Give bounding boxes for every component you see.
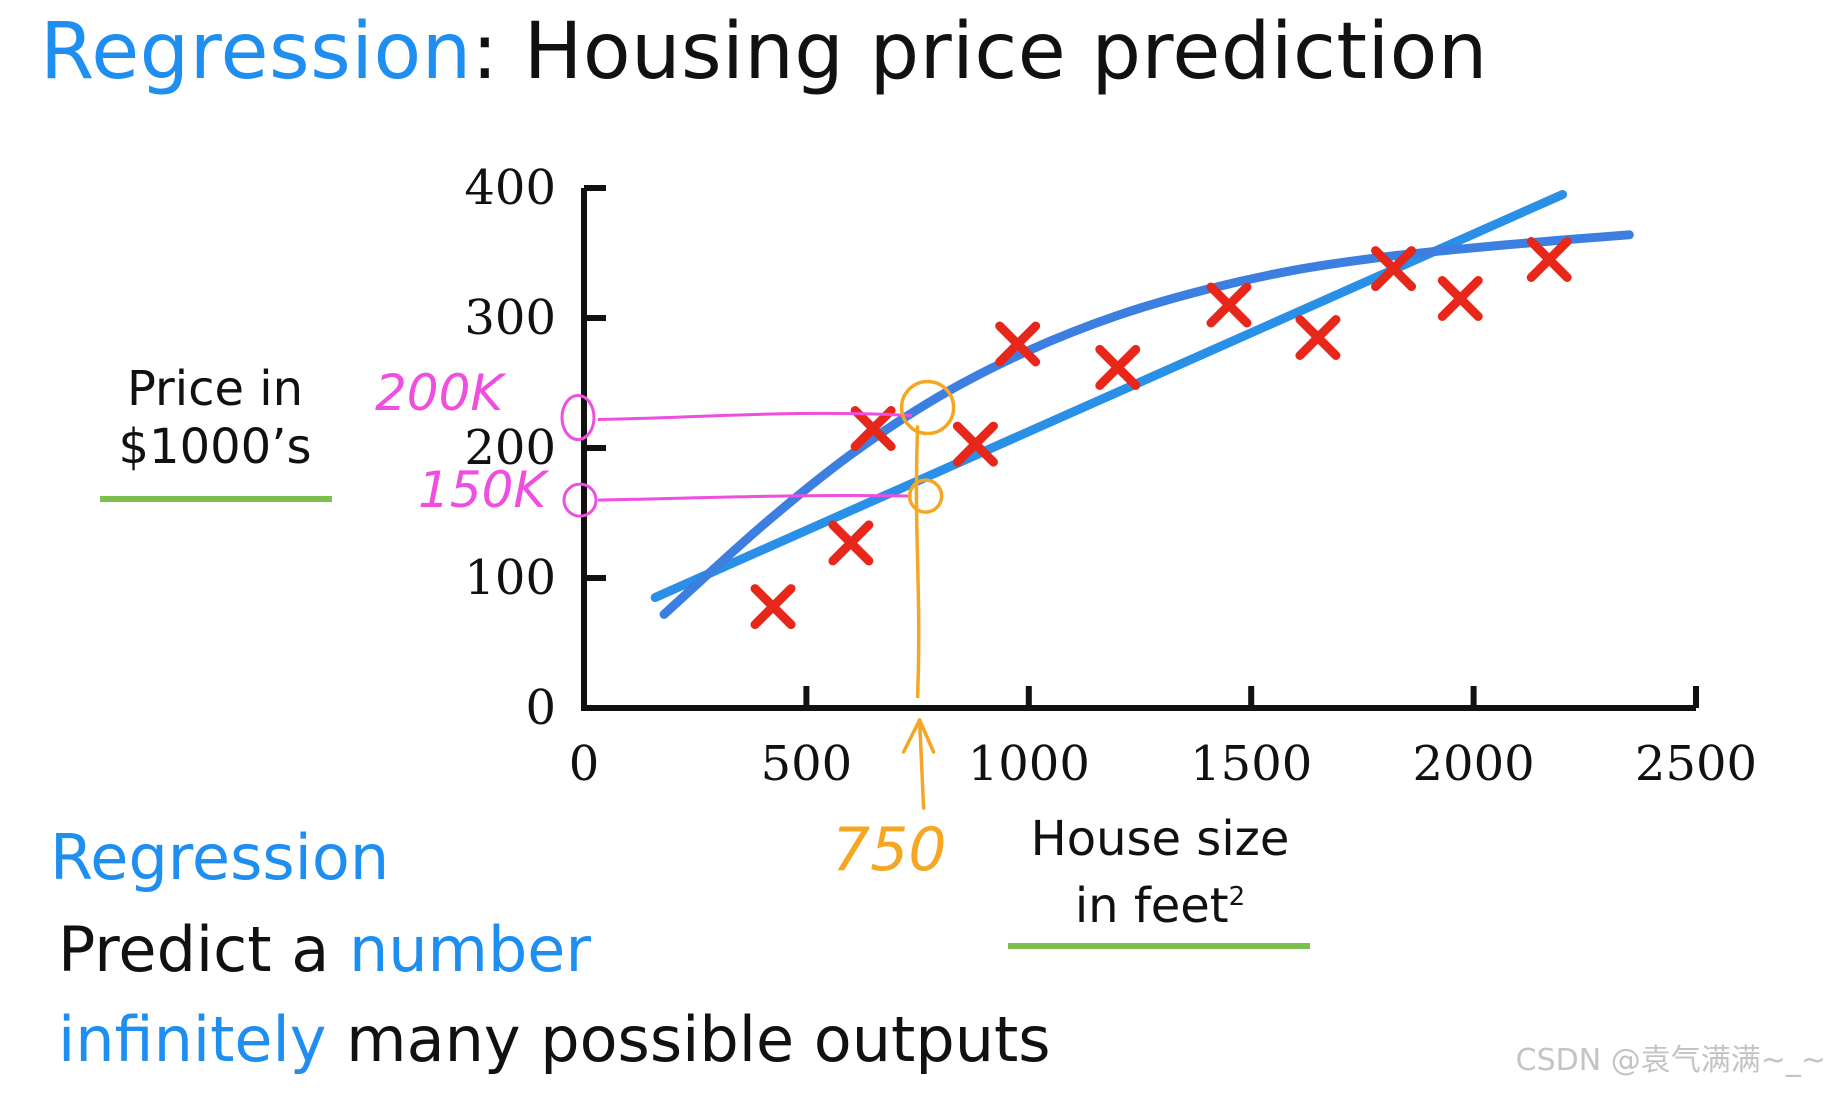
data-point-3 bbox=[850, 406, 896, 451]
pink-guide-150k bbox=[597, 494, 912, 502]
x-axis-label-sup: 2 bbox=[1228, 882, 1246, 912]
data-point-11 bbox=[1526, 237, 1572, 282]
x-axis-label: House size in feet2 bbox=[1010, 810, 1310, 935]
data-point-9-stroke-b bbox=[1371, 246, 1417, 292]
data-point-6-stroke-b bbox=[1095, 344, 1141, 390]
y-tick-label-0: 0 bbox=[525, 680, 556, 736]
predict-line: Predict a number bbox=[58, 910, 591, 990]
orange-circle-line bbox=[907, 478, 944, 514]
pink-guide-200k bbox=[597, 411, 912, 421]
annotation-150k: 150K bbox=[418, 461, 550, 519]
orange-arrow-shaft bbox=[917, 718, 926, 810]
y-axis-label-underline bbox=[100, 496, 332, 502]
y-axis-label-line1: Price in bbox=[126, 361, 304, 417]
data-point-1 bbox=[750, 584, 796, 630]
number-text: number bbox=[348, 913, 591, 986]
y-tick-label-100: 100 bbox=[464, 550, 556, 606]
pink-circle-200k bbox=[560, 394, 596, 441]
data-point-4-stroke-b bbox=[952, 421, 998, 467]
x-axis-label-line2-wrap: in feet2 bbox=[1010, 868, 1310, 935]
chart-fit-lines bbox=[650, 190, 1634, 619]
x-tick-label-2000: 2000 bbox=[1413, 736, 1535, 792]
data-point-4 bbox=[952, 421, 998, 467]
y-tick-label-300: 300 bbox=[464, 290, 556, 346]
x-axis-label-line1: House size bbox=[1030, 811, 1290, 867]
title-rest: : Housing price prediction bbox=[471, 7, 1488, 97]
x-tick-label-0: 0 bbox=[569, 736, 600, 792]
data-point-10 bbox=[1437, 276, 1483, 321]
infinitely-text: infinitely bbox=[58, 1003, 327, 1076]
data-point-1-stroke-b bbox=[750, 584, 796, 630]
chart-axes: 0 500 1000 1500 2000 2500 0 100 200 300 400 bbox=[464, 160, 1757, 792]
y-tick-label-200: 200 bbox=[464, 420, 556, 476]
fit-curve bbox=[659, 230, 1634, 619]
x-tick-label-500: 500 bbox=[761, 736, 853, 792]
x-tick-label-1000: 1000 bbox=[968, 736, 1090, 792]
data-point-11-stroke-b bbox=[1526, 237, 1572, 282]
outputs-line: infinitely many possible outputs bbox=[58, 1000, 1051, 1080]
data-point-8-stroke-b bbox=[1295, 315, 1341, 360]
title-regression: Regression bbox=[40, 7, 472, 97]
x-axis-label-line2: in feet bbox=[1074, 878, 1229, 934]
annotation-750: 750 bbox=[832, 815, 947, 885]
data-point-5-stroke-b bbox=[995, 321, 1041, 367]
outputs-text: many possible outputs bbox=[326, 1003, 1051, 1076]
data-point-5 bbox=[995, 321, 1041, 367]
regression-heading: Regression bbox=[50, 821, 390, 894]
pink-circle-150k bbox=[562, 482, 598, 518]
data-point-10-stroke-b bbox=[1437, 276, 1483, 321]
chart-annotations: 200K 150K 750 bbox=[375, 364, 956, 885]
chart-data-points bbox=[750, 237, 1572, 630]
annotation-200k: 200K bbox=[375, 364, 507, 422]
data-point-6 bbox=[1095, 344, 1141, 390]
orange-arrow-head bbox=[901, 718, 936, 754]
y-axis-label-line2: $1000’s bbox=[118, 419, 312, 475]
data-point-7 bbox=[1206, 282, 1252, 328]
orange-circle-curve bbox=[899, 379, 956, 436]
fit-straight-line bbox=[650, 190, 1568, 602]
data-point-2 bbox=[828, 520, 874, 566]
x-tick-label-1500: 1500 bbox=[1190, 736, 1312, 792]
y-tick-label-400: 400 bbox=[464, 160, 556, 216]
y-axis-label: Price in $1000’s bbox=[95, 360, 335, 476]
x-tick-label-2500: 2500 bbox=[1635, 736, 1757, 792]
x-axis-label-underline bbox=[1008, 943, 1310, 949]
data-point-3-stroke-b bbox=[850, 406, 896, 451]
orange-guide-vertical bbox=[914, 425, 921, 699]
predict-text: Predict a bbox=[58, 913, 349, 986]
data-point-7-stroke-b bbox=[1206, 282, 1252, 328]
watermark: CSDN @袁气满满~_~ bbox=[1515, 1043, 1826, 1078]
data-point-8 bbox=[1295, 315, 1341, 360]
page-title: Regression: Housing price prediction bbox=[40, 2, 1488, 102]
data-point-2-stroke-b bbox=[828, 520, 874, 566]
data-point-9 bbox=[1371, 246, 1417, 292]
